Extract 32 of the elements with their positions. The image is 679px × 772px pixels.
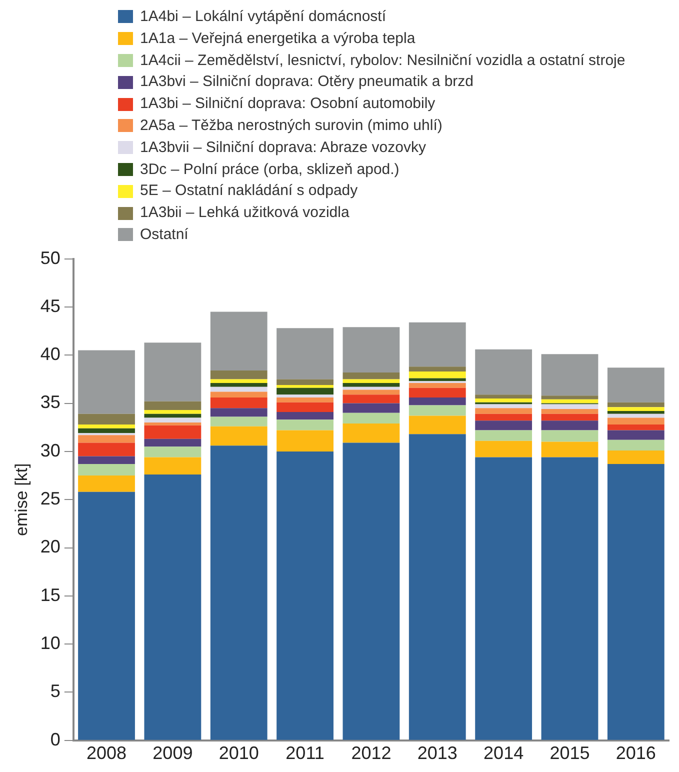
x-tick-label: 2013 — [417, 743, 458, 764]
y-tick-label: 20 — [40, 536, 60, 557]
legend-label: 1A4bi – Lokální vytápění domácností — [140, 7, 386, 27]
legend-label: 1A1a – Veřejná energetika a výroba tepla — [140, 28, 416, 49]
x-tick-label: 2012 — [351, 743, 392, 764]
y-tick-label: 0 — [50, 729, 60, 750]
x-tick-label: 2011 — [286, 743, 324, 764]
legend-label: 5E – Ostatní nakládání s odpady — [140, 181, 358, 202]
legend-label: 3Dc – Polní práce (orba, sklizeň apod.) — [140, 160, 400, 180]
legend-label: 1A4cii – Zemědělství, lesnictví, rybolov: Nesilniční vozidla a ostatní stroje — [140, 50, 626, 71]
y-tick-label: 50 — [40, 248, 60, 268]
x-tick-label: 2016 — [616, 743, 656, 764]
y-tick-label: 30 — [40, 440, 60, 460]
legend-label: 1A3bvi – Silniční doprava: Otěry pneumatik a brzd — [140, 72, 474, 92]
x-tick-label: 2008 — [86, 743, 127, 764]
y-tick-label: 5 — [50, 681, 60, 702]
x-tick-label: 2009 — [152, 743, 193, 764]
x-tick-label: 2015 — [550, 743, 590, 764]
x-tick-label: 2014 — [484, 743, 524, 764]
legend-label: Ostatní — [140, 224, 188, 245]
legend-label: 1A3bvii – Silniční doprava: Abraze vozovky — [140, 138, 426, 158]
legend-label: 1A3bi – Silniční doprava: Osobní automobily — [140, 94, 436, 114]
legend-label: 1A3bii – Lehká užitková vozidla — [140, 203, 350, 224]
y-tick-label: 45 — [40, 296, 60, 316]
y-tick-label: 35 — [40, 392, 60, 412]
y-tick-label: 40 — [40, 344, 60, 364]
legend-label: 2A5a – Těžba nerostných surovin (mimo uhlí) — [140, 116, 442, 136]
y-tick-label: 10 — [40, 633, 60, 654]
x-tick-label: 2010 — [218, 743, 259, 764]
y-axis-title: emise [kt] — [12, 463, 31, 536]
y-tick-label: 15 — [40, 584, 60, 605]
y-tick-label: 25 — [40, 488, 60, 509]
